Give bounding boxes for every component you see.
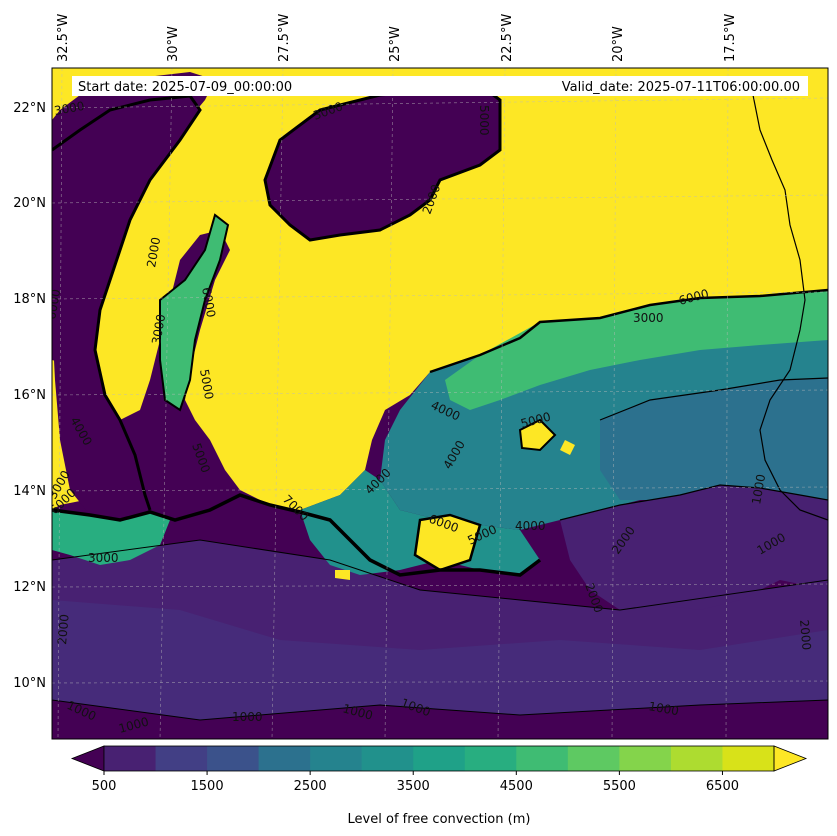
field-yellow-blob-c [560,440,575,455]
contour-label: 1000 [232,710,263,724]
field-purple-blob-north [265,85,500,240]
colorbar-tick-label: 6500 [706,779,739,794]
colorbar-label: Level of free convection (m) [348,812,531,827]
colorbar-bin [722,746,775,771]
field-blue-east [600,378,828,500]
contour-lines [52,83,828,721]
contour-label: 5000 [197,368,216,401]
contour-label: 3000 [149,313,168,346]
map-panel: 3000 5000 2000 6000 3000 5000 2000 6000 … [44,68,828,739]
colorbar-tick-label: 5500 [603,779,636,794]
lat-label: 14°N [13,484,46,499]
colorbar-bin [619,746,672,771]
field-yellow-blob-a [415,515,480,570]
contour-label: 2000 [144,236,163,269]
lat-label: 18°N [13,292,46,307]
contour-label: 4000 [515,519,546,533]
lat-label: 12°N [13,580,46,595]
lon-label: 27.5°W [277,14,292,62]
valid-date-text: Valid_date: 2025-07-11T06:00:00.00 [562,80,800,95]
lon-label: 25°W [388,26,403,62]
start-date-text: Start date: 2025-07-09_00:00:00 [78,80,292,95]
field-green-tongue [160,215,228,410]
latitude-axis: 22°N 20°N 18°N 16°N 14°N 12°N 10°N [13,101,46,691]
colorbar: 500 1500 2500 3500 4500 5500 6500 [70,745,808,794]
field-yellow-blob-d [335,570,350,580]
field-green-east [445,290,828,410]
colorbar-tick-label: 4500 [500,779,533,794]
colorbar-bin [464,746,517,771]
lon-label: 22.5°W [500,14,515,62]
coastline [751,89,828,521]
contour-label: 6000 [44,288,63,321]
colorbar-bin [361,746,414,771]
field-band-1500 [52,600,828,739]
contour-label: 6000 [199,286,218,319]
colorbar-bin [670,746,723,771]
contour-label: 2000 [55,614,72,646]
lon-label: 32.5°W [56,14,71,62]
colorbar-tick-label: 1500 [191,779,224,794]
graticule [52,68,828,739]
lon-label: 30°W [166,26,181,62]
colorbar-extend-high [773,745,808,772]
lat-label: 16°N [13,388,46,403]
colorbar-bin [258,746,311,771]
lon-label: 17.5°W [723,14,738,62]
field-band-south [52,700,828,739]
field-green-west [52,510,170,565]
colorbar-tick-label: 500 [92,779,117,794]
map-frame [51,67,829,740]
contour-label: 2000 [797,619,814,651]
colorbar-bin [207,746,260,771]
lat-label: 20°N [13,196,46,211]
header-banner [72,76,808,96]
contour-label: 3000 [53,99,86,118]
contour-label: 3000 [633,311,664,325]
field-purple-east [560,485,828,610]
colorbar-bin [413,746,466,771]
lon-label: 20°W [611,26,626,62]
colorbar-bin [516,746,569,771]
colorbar-bin [104,746,157,771]
colorbar-bin [567,746,620,771]
lat-label: 22°N [13,101,46,116]
colorbar-tick-label: 2500 [294,779,327,794]
contour-label: 3000 [88,551,119,565]
longitude-axis: 32.5°W 30°W 27.5°W 25°W 22.5°W 20°W 17.5… [56,14,738,62]
contour-label: 5000 [477,105,491,136]
colorbar-bin [310,746,363,771]
contour-label: 1000 [647,699,680,718]
colorbar-bin [155,746,208,771]
lat-label: 10°N [13,676,46,691]
colorbar-tick-label: 3500 [397,779,430,794]
field-high-lfc-north [52,68,828,510]
colorbar-extend-low [70,745,105,772]
field-purple-tongue-west [52,96,200,520]
contour-label: 1000 [749,473,768,506]
colorbar-frame [103,745,775,772]
